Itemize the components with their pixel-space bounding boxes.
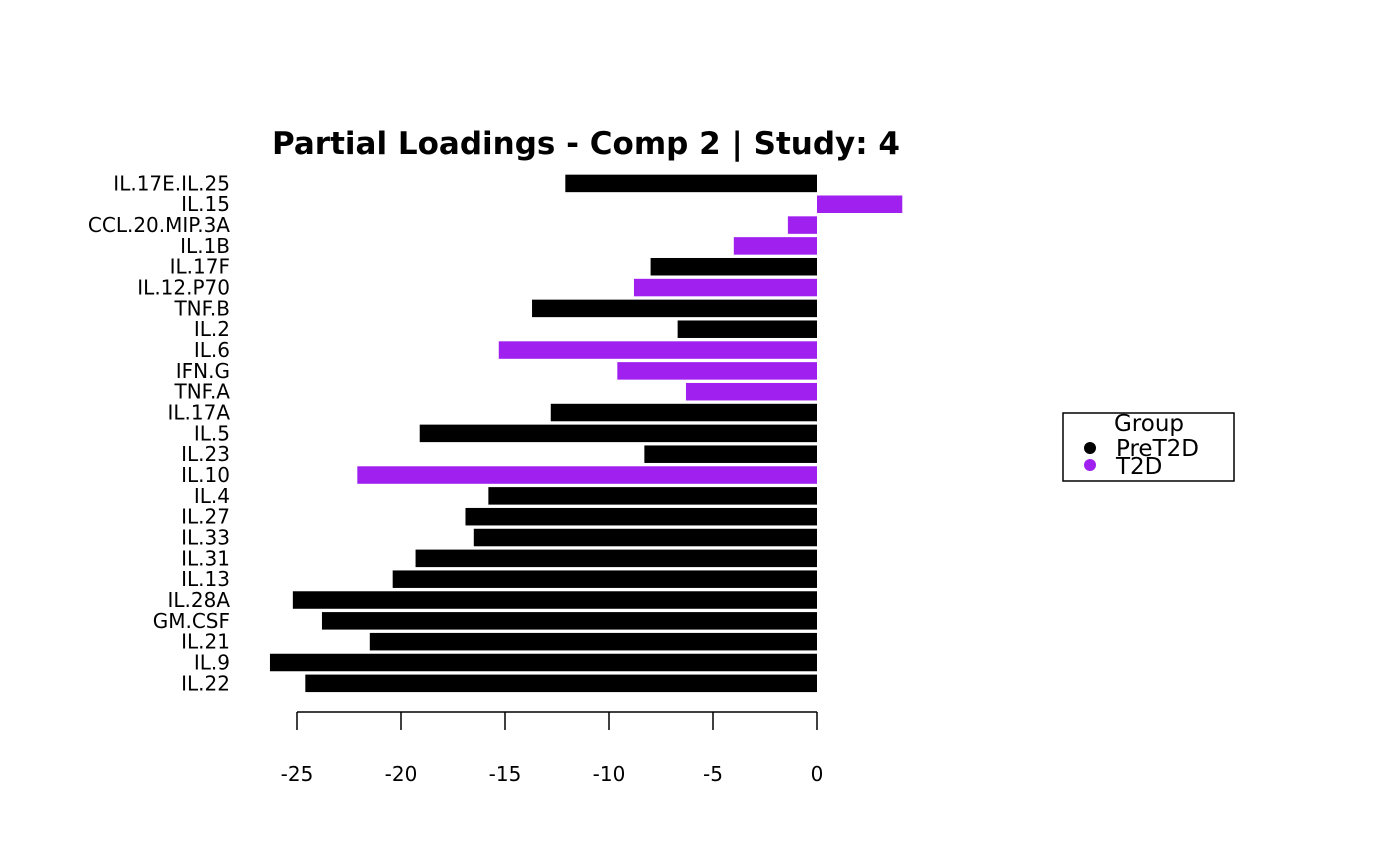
bar-il-4 <box>488 487 817 505</box>
category-label: CCL.20.MIP.3A <box>88 213 230 237</box>
bar-il-5 <box>419 424 817 443</box>
category-label: IL.12.P70 <box>137 276 230 300</box>
bar-il-1b <box>733 237 817 255</box>
bar-il-21 <box>369 632 817 651</box>
category-label: IL.17E.IL.25 <box>113 171 230 195</box>
category-label: IL.21 <box>181 630 230 654</box>
bar-il-2 <box>677 320 817 338</box>
bar-il-22 <box>305 674 817 693</box>
bars-group <box>269 174 903 693</box>
bar-il-6 <box>498 341 817 359</box>
category-labels: IL.17E.IL.25IL.15CCL.20.MIP.3AIL.1BIL.17… <box>88 171 230 695</box>
category-label: IL.28A <box>167 588 230 612</box>
legend-label-pret2d: PreT2D <box>1116 436 1199 462</box>
bar-il-15 <box>817 195 903 213</box>
category-label: IL.27 <box>181 505 230 529</box>
category-label: IL.4 <box>194 484 230 508</box>
x-tick-label: -20 <box>385 762 418 786</box>
bar-tnf-a <box>685 382 817 401</box>
bar-il-27 <box>465 507 817 526</box>
legend: Group PreT2D T2D <box>1062 411 1235 482</box>
category-label: IL.10 <box>181 463 230 487</box>
bar-il-9 <box>269 653 818 672</box>
bar-il-17e-il-25 <box>565 174 817 193</box>
bar-il-33 <box>473 528 817 547</box>
chart-title: Partial Loadings - Comp 2 | Study: 4 <box>272 126 900 162</box>
x-tick-label: -15 <box>489 762 522 786</box>
x-axis: -25 -20 -15 -10 -5 0 <box>281 711 824 786</box>
legend-title: Group <box>1114 411 1184 437</box>
category-label: IL.6 <box>194 338 230 362</box>
category-label: IL.33 <box>181 526 230 550</box>
bar-il-17f <box>650 257 817 276</box>
category-label: TNF.B <box>173 296 230 320</box>
bar-il-12-p70 <box>633 278 817 297</box>
category-label: IL.5 <box>194 421 230 445</box>
legend-marker-pret2d <box>1084 442 1096 454</box>
category-label: IL.31 <box>181 546 230 570</box>
x-tick-label: -10 <box>593 762 626 786</box>
bar-il-10 <box>357 466 817 484</box>
category-label: GM.CSF <box>153 609 230 633</box>
legend-marker-t2d <box>1084 459 1096 471</box>
bar-tnf-b <box>532 299 817 318</box>
x-tick-label: -25 <box>281 762 314 786</box>
bar-il-17a <box>550 403 817 422</box>
category-label: IL.13 <box>181 567 230 591</box>
legend-label-t2d: T2D <box>1115 454 1162 480</box>
bar-il-23 <box>644 445 817 463</box>
category-label: IL.17F <box>170 255 230 279</box>
x-tick-label: -5 <box>703 762 723 786</box>
category-label: IFN.G <box>176 359 230 383</box>
category-label: TNF.A <box>173 380 230 404</box>
category-label: IL.23 <box>181 442 230 466</box>
category-label: IL.15 <box>181 192 230 216</box>
bar-il-31 <box>415 549 817 568</box>
category-label: IL.22 <box>181 671 230 695</box>
bar-il-13 <box>392 570 817 588</box>
bar-ccl-20-mip-3a <box>787 216 817 234</box>
category-label: IL.9 <box>194 651 230 675</box>
x-tick-label: 0 <box>811 762 824 786</box>
category-label: IL.17A <box>167 401 230 425</box>
bar-gm-csf <box>321 612 817 630</box>
category-label: IL.2 <box>194 317 230 341</box>
category-label: IL.1B <box>180 234 230 258</box>
bar-ifn-g <box>617 362 817 380</box>
bar-il-28a <box>292 591 818 609</box>
